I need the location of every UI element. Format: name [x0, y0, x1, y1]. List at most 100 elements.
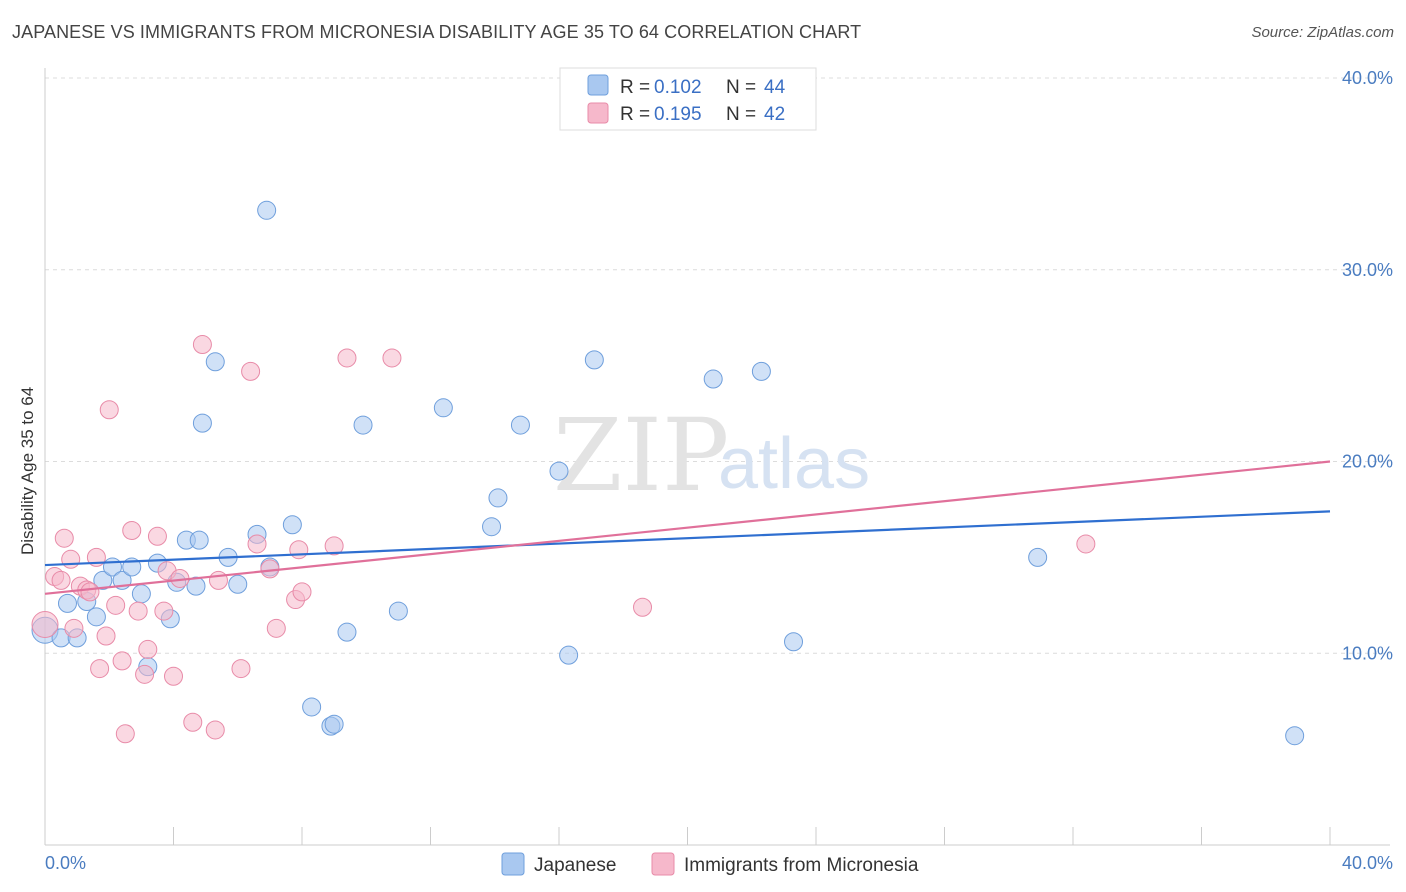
data-point — [241, 361, 261, 381]
data-point — [189, 530, 209, 550]
data-point — [337, 622, 357, 642]
data-point — [703, 369, 723, 389]
watermark: ZIP atlas — [553, 397, 870, 514]
legend-n-label-micronesia: N = — [726, 104, 756, 125]
data-point — [257, 200, 277, 220]
data-point — [292, 582, 312, 602]
legend-n-value-micronesia: 42 — [764, 104, 785, 125]
data-points — [31, 200, 1305, 746]
data-point — [482, 517, 502, 537]
data-point — [183, 712, 203, 732]
data-point — [302, 697, 322, 717]
data-point — [510, 415, 530, 435]
data-point — [57, 593, 77, 613]
data-point — [154, 601, 174, 621]
legend-n-value-japanese: 44 — [764, 77, 786, 98]
data-point — [106, 595, 126, 615]
data-point — [54, 528, 74, 548]
data-point — [64, 618, 84, 638]
data-point — [584, 350, 604, 370]
bottom-legend-swatch-japanese — [501, 852, 525, 876]
bottom-legend-swatch-micronesia — [651, 852, 675, 876]
legend-swatch-micronesia — [587, 102, 609, 124]
data-point — [147, 526, 167, 546]
data-point — [784, 632, 804, 652]
data-point — [122, 521, 142, 541]
data-point — [337, 348, 357, 368]
trend-lines — [44, 460, 1331, 595]
correlation-legend: R = 0.102 N = 44 R = 0.195 N = 42 — [559, 67, 817, 131]
y-axis-title: Disability Age 35 to 64 — [18, 387, 37, 555]
data-point — [205, 720, 225, 740]
data-point — [186, 576, 206, 596]
data-point — [205, 352, 225, 372]
data-point — [208, 570, 228, 590]
data-point — [128, 601, 148, 621]
data-point — [31, 610, 59, 638]
data-point — [559, 645, 579, 665]
data-point — [192, 413, 212, 433]
data-point — [289, 540, 309, 560]
data-point — [90, 659, 110, 679]
data-point — [228, 574, 248, 594]
series-legend: Japanese Immigrants from Micronesia — [501, 852, 919, 876]
data-point — [61, 549, 81, 569]
watermark-atlas: atlas — [718, 424, 870, 504]
data-point — [260, 559, 280, 579]
data-point — [112, 651, 132, 671]
data-point — [549, 461, 569, 481]
data-point — [1285, 726, 1305, 746]
data-point — [388, 601, 408, 621]
y-tick-label-2: 30.0% — [1342, 260, 1393, 280]
legend-n-label-japanese: N = — [726, 77, 756, 98]
data-point — [131, 584, 151, 604]
data-point — [433, 398, 453, 418]
y-tick-label-3: 40.0% — [1342, 68, 1393, 88]
data-point — [192, 335, 212, 355]
data-point — [51, 570, 71, 590]
series-1-points — [31, 335, 1096, 744]
bottom-legend-label-micronesia: Immigrants from Micronesia — [684, 855, 919, 876]
legend-r-value-japanese: 0.102 — [654, 77, 702, 98]
data-point — [1076, 534, 1096, 554]
data-point — [135, 664, 155, 684]
data-point — [115, 724, 135, 744]
source-label: Source: ZipAtlas.com — [1251, 24, 1394, 41]
data-point — [382, 348, 402, 368]
data-point — [231, 659, 251, 679]
data-point — [353, 415, 373, 435]
chart-title: JAPANESE VS IMMIGRANTS FROM MICRONESIA D… — [12, 22, 862, 42]
data-point — [282, 515, 302, 535]
x-tick-label-0: 0.0% — [45, 853, 86, 873]
x-tick-label-1: 40.0% — [1342, 853, 1393, 873]
legend-r-label-micronesia: R = — [620, 104, 650, 125]
data-point — [488, 488, 508, 508]
data-point — [99, 400, 119, 420]
data-point — [324, 714, 344, 734]
data-point — [138, 639, 158, 659]
data-point — [247, 534, 267, 554]
bottom-legend-label-japanese: Japanese — [534, 855, 616, 876]
legend-r-label-japanese: R = — [620, 77, 650, 98]
data-point — [86, 607, 106, 627]
y-tick-label-0: 10.0% — [1342, 643, 1393, 663]
watermark-zip: ZIP — [553, 397, 729, 514]
data-point — [80, 582, 100, 602]
trend-line-0 — [44, 510, 1331, 567]
data-point — [266, 618, 286, 638]
data-point — [93, 570, 113, 590]
tick-labels: 10.0% 20.0% 30.0% 40.0% 0.0% 40.0% — [45, 68, 1393, 873]
data-point — [633, 597, 653, 617]
grid-lines — [45, 77, 1390, 654]
legend-r-value-micronesia: 0.195 — [654, 104, 702, 125]
legend-swatch-japanese — [587, 74, 609, 96]
data-point — [96, 626, 116, 646]
data-point — [1028, 547, 1048, 567]
trend-line-1 — [44, 460, 1331, 595]
axes — [44, 68, 1390, 846]
y-tick-label-1: 20.0% — [1342, 452, 1393, 472]
data-point — [751, 361, 771, 381]
data-point — [324, 536, 344, 556]
data-point — [164, 666, 183, 686]
